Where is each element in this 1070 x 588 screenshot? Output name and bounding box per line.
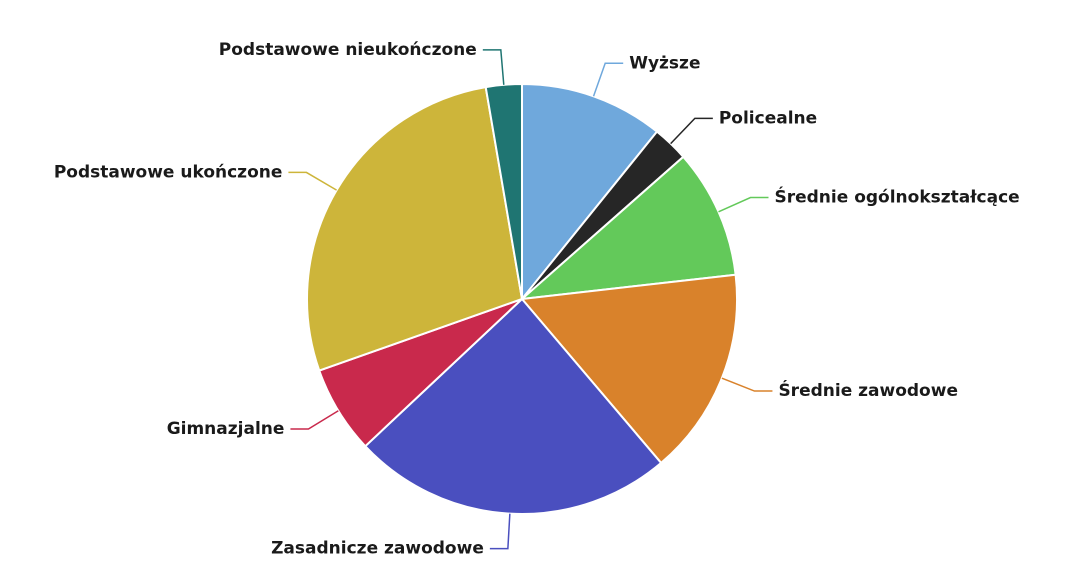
- slice-label: Średnie zawodowe: [778, 379, 958, 401]
- slice-label: Podstawowe nieukończone: [219, 40, 477, 60]
- connector: [482, 49, 505, 85]
- pie: [306, 82, 738, 515]
- connector: [670, 117, 713, 145]
- pie-slice: [520, 273, 738, 465]
- slice-label: Policealne: [719, 108, 817, 128]
- connector: [489, 513, 511, 550]
- connector: [721, 377, 773, 392]
- pie-slice: [363, 297, 663, 515]
- pie-slice: [518, 155, 737, 301]
- connector: [290, 410, 339, 430]
- slice-label: Gimnazjalne: [167, 419, 285, 439]
- slice-label: Zasadnicze zawodowe: [271, 539, 484, 559]
- pie-slice: [484, 82, 523, 300]
- pie-slice: [521, 82, 659, 302]
- slice-label: Podstawowe ukończone: [54, 162, 283, 182]
- connector: [718, 196, 769, 213]
- slice-label: Średnie ogólnokształcące: [774, 186, 1019, 208]
- connector: [288, 171, 337, 191]
- labels: Wyższe Policealne Średnie ogólnokształcące…: [54, 40, 1020, 559]
- connector: [592, 62, 624, 97]
- slice-label: Wyższe: [629, 53, 700, 73]
- pie-slice: [306, 85, 524, 372]
